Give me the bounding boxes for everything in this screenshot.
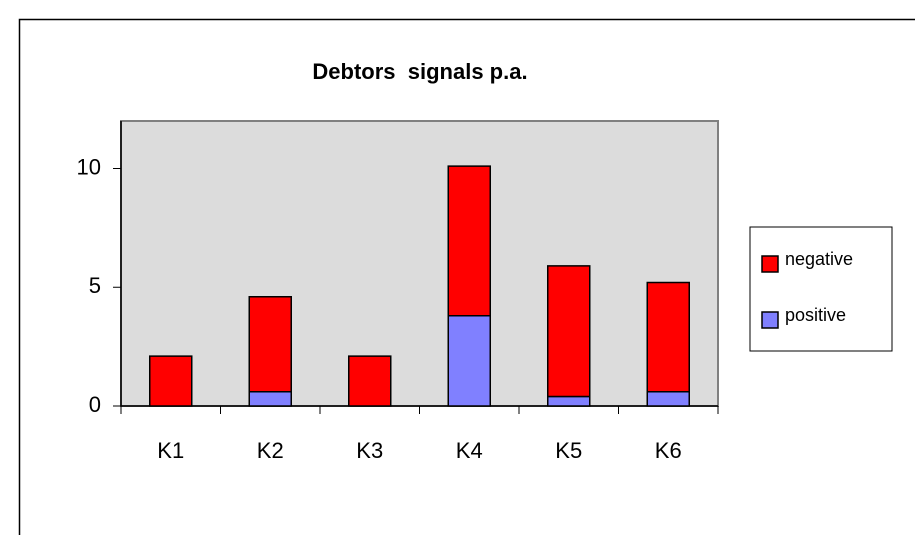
legend-swatch xyxy=(761,255,779,273)
legend-box xyxy=(749,226,893,352)
bar-segment xyxy=(646,391,690,407)
x-tick-label: K4 xyxy=(456,438,483,463)
x-tick-label: K6 xyxy=(655,438,682,463)
x-tick-label: K3 xyxy=(356,438,383,463)
bar-segment xyxy=(447,315,491,407)
y-tick-label: 10 xyxy=(77,154,101,179)
bar-segment xyxy=(447,165,491,317)
x-tick-label: K2 xyxy=(257,438,284,463)
bar-segment xyxy=(348,355,392,407)
bar-segment xyxy=(547,265,591,398)
bar-segment xyxy=(547,395,591,407)
legend-label: negative xyxy=(785,249,853,269)
legend-swatch xyxy=(761,311,779,329)
x-tick-label: K5 xyxy=(555,438,582,463)
y-tick-label: 0 xyxy=(89,392,101,417)
chart-title: Debtors signals p.a. xyxy=(312,59,527,84)
x-tick-label: K1 xyxy=(157,438,184,463)
plot-area xyxy=(120,120,719,407)
bar-segment xyxy=(646,281,690,393)
bar-segment xyxy=(149,355,193,407)
bar-segment xyxy=(248,296,292,393)
bar-segment xyxy=(248,391,292,407)
legend-label: positive xyxy=(785,305,846,325)
y-tick-label: 5 xyxy=(89,273,101,298)
